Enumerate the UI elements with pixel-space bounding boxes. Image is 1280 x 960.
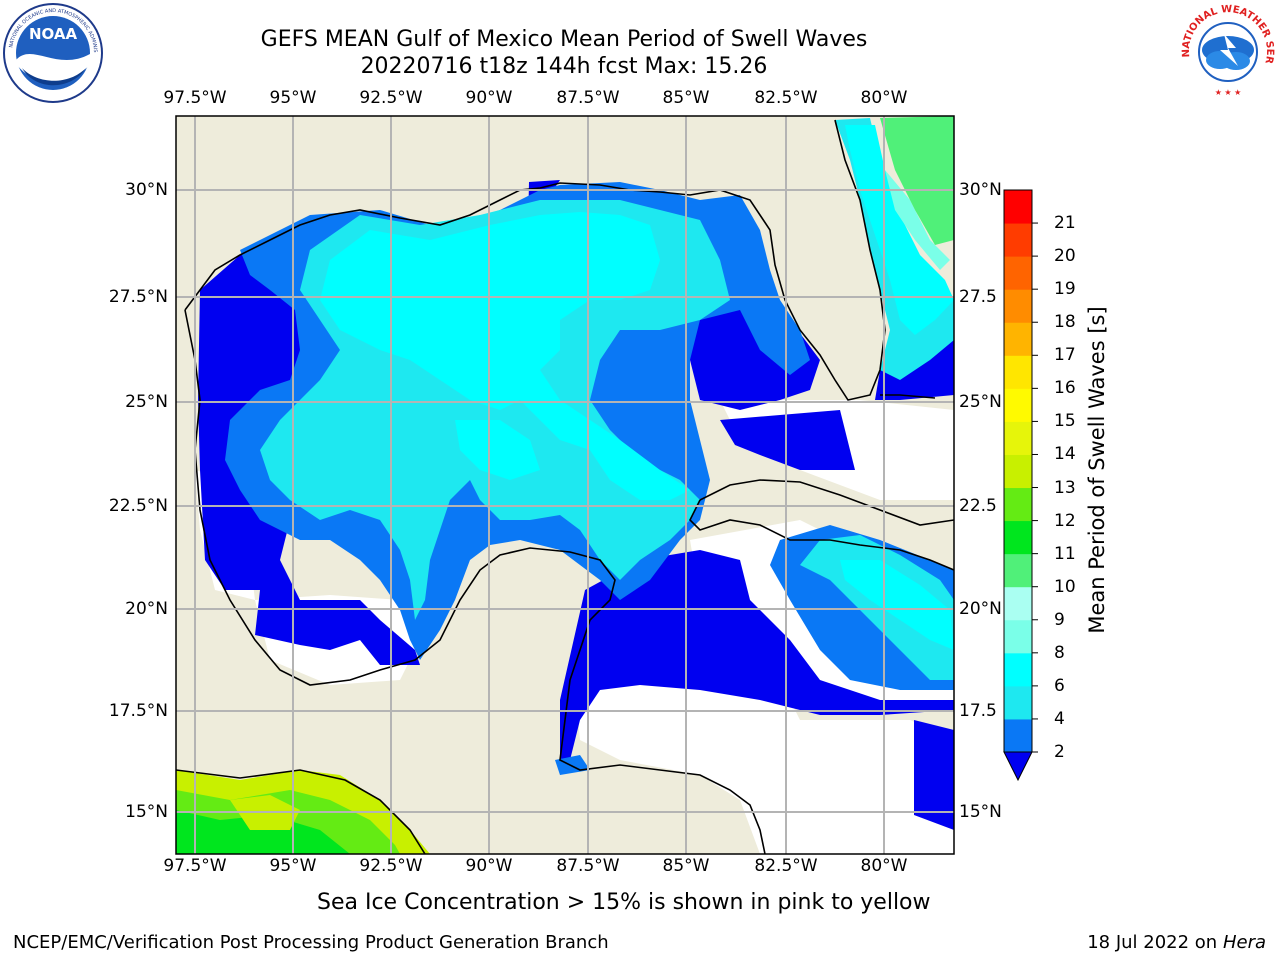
coastline: [176, 119, 954, 854]
lat-label: 15°N: [125, 802, 168, 822]
lon-label: 87.5°W: [556, 88, 620, 108]
lon-label: 95°W: [269, 856, 317, 876]
colorbar-tick-label: 21: [1054, 213, 1076, 234]
colorbar-bin: [1004, 223, 1032, 257]
colorbar: [1003, 189, 1038, 782]
colorbar-tick-label: 17: [1054, 345, 1076, 366]
colorbar-bin: [1004, 256, 1032, 290]
lon-label: 92.5°W: [359, 856, 423, 876]
colorbar-tick-label: 4: [1054, 708, 1065, 729]
colorbar-bin: [1004, 586, 1032, 621]
colorbar-bin: [1004, 520, 1032, 555]
lon-label: 97.5°W: [163, 88, 227, 108]
lat-label: 17.5: [959, 701, 997, 721]
colorbar-tick-label: 20: [1054, 246, 1076, 267]
colorbar-bin: [1004, 454, 1032, 489]
colorbar-bin: [1004, 553, 1032, 588]
colorbar-tick-label: 13: [1054, 477, 1076, 498]
lat-label: 25°N: [959, 392, 1002, 412]
colorbar-under-arrow: [1003, 751, 1033, 782]
lon-label: 80°W: [860, 88, 908, 108]
noaa-logo: NOAA NATIONAL OCEANIC AND ATMOSPHERIC AD…: [2, 2, 103, 103]
lat-label: 15°N: [959, 802, 1002, 822]
lon-label: 82.5°W: [754, 88, 818, 108]
colorbar-bin: [1004, 487, 1032, 522]
lon-label: 85°W: [662, 856, 710, 876]
lat-label: 30°N: [125, 180, 168, 200]
colorbar-outline: [1003, 189, 1033, 753]
lon-label: 92.5°W: [359, 88, 423, 108]
map-area: [176, 116, 954, 854]
lat-label: 20°N: [959, 599, 1002, 619]
lat-label: 30°N: [959, 180, 1002, 200]
swell-period-10-to-11: [880, 116, 954, 245]
colorbar-tick-label: 11: [1054, 543, 1076, 564]
lon-label: 80°W: [860, 856, 908, 876]
noaa-logo-text: NOAA: [29, 25, 78, 43]
lat-label: 27.5°N: [108, 287, 168, 307]
colorbar-bin: [1004, 652, 1032, 687]
colorbar-tick-label: 2: [1054, 742, 1065, 762]
colorbar-bin: [1004, 619, 1032, 654]
colorbar-bin: [1004, 421, 1032, 455]
colorbar-tick-label: 9: [1054, 609, 1065, 630]
colorbar-tick-label: 16: [1054, 378, 1076, 399]
lon-label: 90°W: [465, 856, 513, 876]
lon-label: 87.5°W: [556, 856, 620, 876]
colorbar-tick-label: 8: [1054, 642, 1065, 663]
national-weather-service-logo: NATIONAL WEATHER SERVICE ★ ★ ★: [1176, 0, 1276, 100]
colorbar-tick-label: 6: [1054, 675, 1065, 696]
colorbar-tick-label: 10: [1054, 576, 1076, 597]
colorbar-tick-label: 12: [1054, 510, 1076, 531]
lat-label: 17.5°N: [108, 701, 168, 721]
lon-label: 82.5°W: [754, 856, 818, 876]
colorbar-tick-label: 18: [1054, 312, 1076, 333]
colorbar-bin: [1004, 685, 1032, 720]
footer-date-text: 18 Jul 2022 on: [1087, 932, 1223, 953]
colorbar-bin: [1004, 190, 1032, 224]
lon-label: 90°W: [465, 88, 513, 108]
svg-text:★ ★ ★: ★ ★ ★: [1215, 88, 1242, 97]
swell-period-8-to-9: [885, 170, 950, 270]
lon-label: 85°W: [662, 88, 710, 108]
colorbar-label: Mean Period of Swell Waves [s]: [1085, 306, 1109, 634]
lat-label: 27.5: [959, 287, 997, 307]
lat-label: 22.5°N: [108, 496, 168, 516]
footer-date: 18 Jul 2022 on Hera: [1087, 932, 1266, 953]
map-gridlines: [176, 116, 954, 854]
chart-title: GEFS MEAN Gulf of Mexico Mean Period of …: [260, 27, 868, 52]
footer-credit: NCEP/EMC/Verification Post Processing Pr…: [13, 932, 609, 953]
colorbar-bin: [1004, 355, 1032, 389]
colorbar-bin: [1004, 322, 1032, 356]
colorbar-tick-label: 15: [1054, 411, 1076, 432]
lon-label: 95°W: [269, 88, 317, 108]
colorbar-bin: [1004, 289, 1032, 323]
colorbar-tick-label: 14: [1054, 444, 1076, 465]
colorbar-bin: [1004, 718, 1032, 753]
swell-period-6-to-8: [320, 125, 954, 650]
lat-label: 25°N: [125, 392, 168, 412]
map-border: [175, 115, 955, 855]
colorbar-bin: [1004, 388, 1032, 422]
footer-machine: Hera: [1222, 932, 1266, 953]
chart-subtitle: 20220716 t18z 144h fcst Max: 15.26: [360, 54, 768, 79]
sea-ice-note: Sea Ice Concentration > 15% is shown in …: [317, 890, 931, 915]
lat-label: 22.5: [959, 496, 997, 516]
lat-label: 20°N: [125, 599, 168, 619]
lon-label: 97.5°W: [163, 856, 227, 876]
colorbar-tick-label: 19: [1054, 279, 1076, 300]
